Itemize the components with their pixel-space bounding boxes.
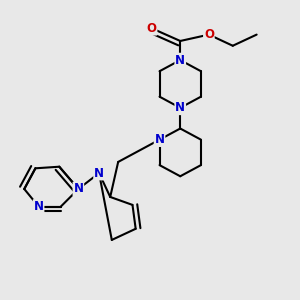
Text: N: N xyxy=(74,182,83,196)
Text: O: O xyxy=(147,22,157,35)
Text: N: N xyxy=(94,167,104,180)
Text: N: N xyxy=(34,200,44,213)
Text: N: N xyxy=(175,101,185,114)
Text: N: N xyxy=(175,54,185,67)
Text: O: O xyxy=(204,28,214,41)
Text: N: N xyxy=(154,133,164,146)
